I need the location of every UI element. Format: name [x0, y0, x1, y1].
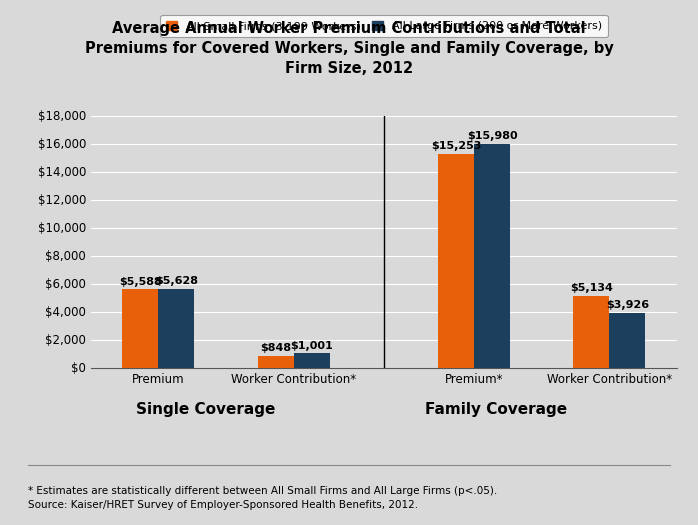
Text: $3,926: $3,926	[606, 300, 649, 310]
Bar	[122, 289, 158, 368]
Legend: All Small Firms (3-199 Workers), All Large Firms (200 or More Workers): All Small Firms (3-199 Workers), All Lar…	[161, 15, 607, 37]
Text: $5,134: $5,134	[570, 283, 613, 293]
Text: $1,001: $1,001	[290, 341, 333, 351]
Text: $5,588: $5,588	[119, 277, 162, 287]
Text: * Estimates are statistically different between All Small Firms and All Large Fi: * Estimates are statistically different …	[28, 486, 497, 496]
Bar	[573, 296, 609, 368]
Text: Source: Kaiser/HRET Survey of Employer-Sponsored Health Benefits, 2012.: Source: Kaiser/HRET Survey of Employer-S…	[28, 500, 418, 510]
Text: $848: $848	[260, 343, 291, 353]
Bar	[438, 154, 474, 368]
Text: Single Coverage: Single Coverage	[136, 402, 276, 417]
Bar	[258, 355, 294, 367]
Text: $15,980: $15,980	[467, 131, 517, 141]
Bar	[474, 144, 510, 368]
Bar	[294, 353, 329, 368]
Text: $5,628: $5,628	[155, 276, 198, 286]
Bar	[158, 289, 195, 367]
Bar	[609, 312, 646, 368]
Text: Family Coverage: Family Coverage	[424, 402, 567, 417]
Text: Average Annual Worker Premium Contributions and Total
Premiums for Covered Worke: Average Annual Worker Premium Contributi…	[84, 21, 614, 76]
Text: $15,253: $15,253	[431, 141, 481, 151]
